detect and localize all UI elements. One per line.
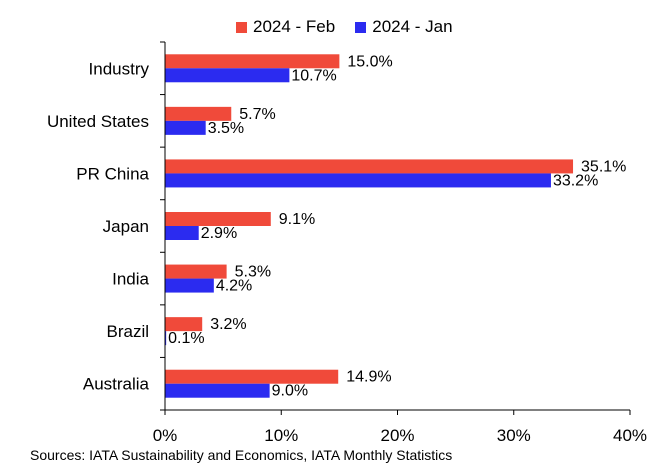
x-tick-label: 30% — [497, 426, 531, 445]
data-label-feb: 9.1% — [279, 211, 315, 228]
bar-feb — [165, 369, 339, 384]
chart-legend: 2024 - Feb 2024 - Jan — [236, 17, 453, 37]
bar-jan — [165, 226, 199, 240]
data-label-jan: 9.0% — [272, 383, 308, 400]
category-label: Brazil — [106, 322, 149, 341]
legend-item-feb: 2024 - Feb — [236, 17, 335, 37]
bar-jan — [165, 331, 167, 346]
bar-jan — [165, 68, 290, 83]
bar-feb — [165, 159, 574, 174]
legend-swatch-feb — [236, 21, 247, 33]
legend-item-jan: 2024 - Jan — [355, 17, 453, 37]
data-label-jan: 33.2% — [553, 172, 598, 189]
category-label: Industry — [89, 59, 150, 78]
category-label: Australia — [83, 375, 150, 394]
data-label-jan: 0.1% — [168, 330, 204, 347]
category-label: India — [112, 270, 149, 289]
data-label-jan: 2.9% — [201, 225, 237, 242]
bar-jan — [165, 173, 551, 188]
source-note: Sources: IATA Sustainability and Economi… — [30, 447, 453, 463]
legend-label-jan: 2024 - Jan — [372, 17, 453, 36]
data-label-feb: 3.2% — [210, 316, 246, 333]
x-tick-label: 0% — [153, 426, 178, 445]
bar-jan — [165, 120, 206, 135]
bar-feb — [165, 54, 340, 69]
x-tick-label: 40% — [613, 426, 647, 445]
data-label-feb: 5.7% — [239, 106, 275, 123]
bar-feb — [165, 317, 203, 332]
data-label-feb: 15.0% — [347, 53, 392, 70]
data-label-jan: 10.7% — [291, 67, 336, 84]
category-label: Japan — [103, 217, 149, 236]
data-label-jan: 4.2% — [216, 278, 252, 295]
category-label: PR China — [76, 164, 149, 183]
data-label-jan: 3.5% — [208, 120, 244, 137]
bar-feb — [165, 264, 227, 279]
data-label-feb: 14.9% — [346, 369, 391, 386]
bar-jan — [165, 278, 214, 293]
bar-feb — [165, 212, 271, 226]
x-tick-label: 20% — [380, 426, 414, 445]
bar-jan — [165, 383, 270, 398]
legend-swatch-jan — [355, 21, 367, 33]
x-tick-label: 10% — [264, 426, 298, 445]
category-label: United States — [47, 112, 149, 131]
data-label-feb: 35.1% — [581, 158, 626, 175]
data-label-feb: 5.3% — [235, 264, 271, 281]
legend-label-feb: 2024 - Feb — [253, 17, 336, 36]
bar-feb — [165, 106, 232, 121]
